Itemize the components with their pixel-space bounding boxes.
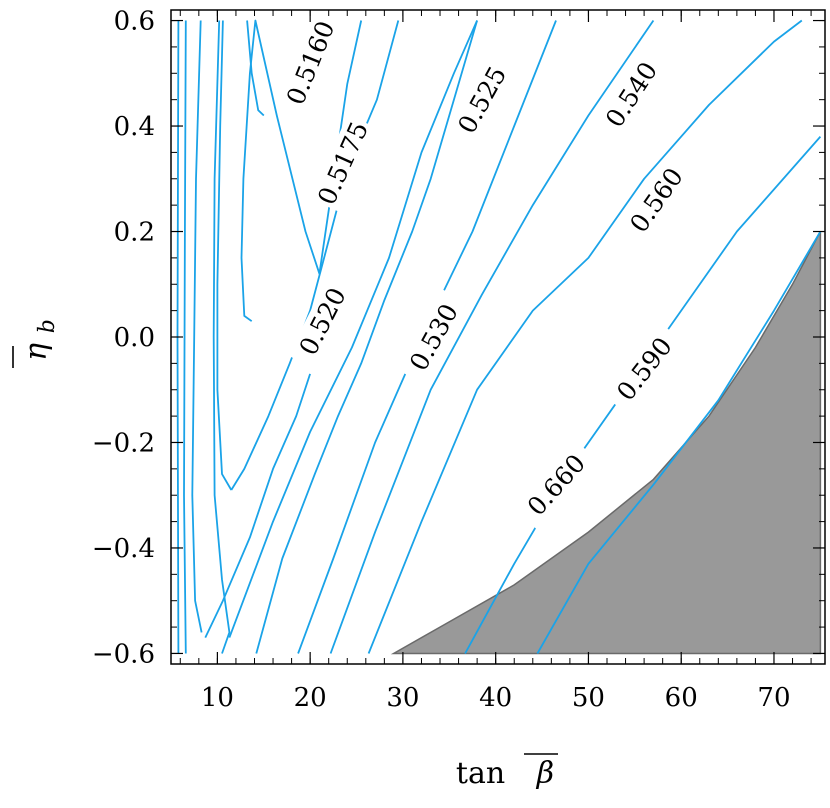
y-tick-label: −0.2 bbox=[92, 428, 155, 458]
contour-label: 0.5175 bbox=[312, 117, 374, 209]
x-tick-label: 20 bbox=[294, 683, 327, 713]
y-tick-label: 0.0 bbox=[114, 323, 155, 353]
contour-label: 0.660 bbox=[522, 449, 591, 522]
y-tick-label: 0.4 bbox=[114, 112, 155, 142]
contour-label-background bbox=[398, 289, 469, 385]
contour-label-background bbox=[310, 114, 376, 212]
contour-line-0-560 bbox=[367, 19, 803, 654]
contour-line-0-5175 bbox=[240, 19, 363, 322]
contour-line-unlabeled-8 bbox=[204, 373, 311, 638]
x-tick-label: 40 bbox=[479, 683, 512, 713]
contour-label: 0.530 bbox=[404, 299, 464, 376]
contour-line-0-660 bbox=[536, 231, 822, 654]
excluded-region bbox=[390, 231, 822, 655]
y-tick-label: 0.6 bbox=[114, 7, 155, 37]
x-tick-label: 50 bbox=[572, 683, 605, 713]
contour-label-background bbox=[593, 47, 669, 142]
contour-line-unlabeled-1 bbox=[183, 20, 187, 654]
contour-label: 0.540 bbox=[600, 57, 663, 133]
contour-line-0-540 bbox=[329, 19, 655, 654]
excluded-region-layer bbox=[390, 231, 822, 655]
y-axis-title-subscript: b bbox=[35, 319, 60, 333]
x-tick-label: 10 bbox=[201, 683, 234, 713]
y-tick-label: −0.6 bbox=[92, 639, 155, 669]
contour-label: 0.5160 bbox=[281, 17, 341, 109]
y-axis-title: η b bbox=[12, 319, 60, 368]
contour-line-unlabeled-2 bbox=[191, 20, 203, 633]
x-tick-label: 70 bbox=[757, 683, 790, 713]
contour-label-background bbox=[603, 323, 685, 415]
contour-label: 0.520 bbox=[293, 283, 351, 360]
contour-label-background bbox=[279, 14, 342, 112]
contour-line-unlabeled-3 bbox=[212, 20, 231, 654]
y-axis-title-symbol: η bbox=[19, 343, 54, 361]
contour-line-unlabeled-4 bbox=[216, 20, 233, 491]
contour-line-0-530 bbox=[255, 20, 478, 654]
contour-label: 0.560 bbox=[624, 163, 689, 238]
contour-line-0-5160 bbox=[246, 20, 265, 117]
contour-line-0-525 bbox=[228, 20, 478, 638]
contour-label-background bbox=[617, 153, 695, 247]
contour-label-background bbox=[446, 52, 518, 148]
contour-label-background bbox=[287, 273, 357, 369]
svg-text:η b: η b bbox=[19, 319, 60, 361]
y-tick-label: −0.4 bbox=[92, 534, 155, 564]
axis-ticks-layer: 10 20 30 40 50 60 70 −0.6 −0.4 −0.2 0.0 0.2 0.4 0.6 bbox=[92, 7, 825, 713]
x-tick-label: 30 bbox=[386, 683, 419, 713]
contour-label-background bbox=[514, 440, 598, 529]
contour-label: 0.590 bbox=[611, 332, 678, 406]
x-axis-title: tan β bbox=[456, 756, 554, 791]
x-axis-title-prefix: tan bbox=[456, 756, 505, 791]
contour-lines-layer bbox=[176, 19, 822, 654]
x-axis-title-symbol: β bbox=[536, 756, 554, 791]
y-tick-label: 0.2 bbox=[114, 218, 155, 248]
x-tick-label: 60 bbox=[665, 683, 698, 713]
